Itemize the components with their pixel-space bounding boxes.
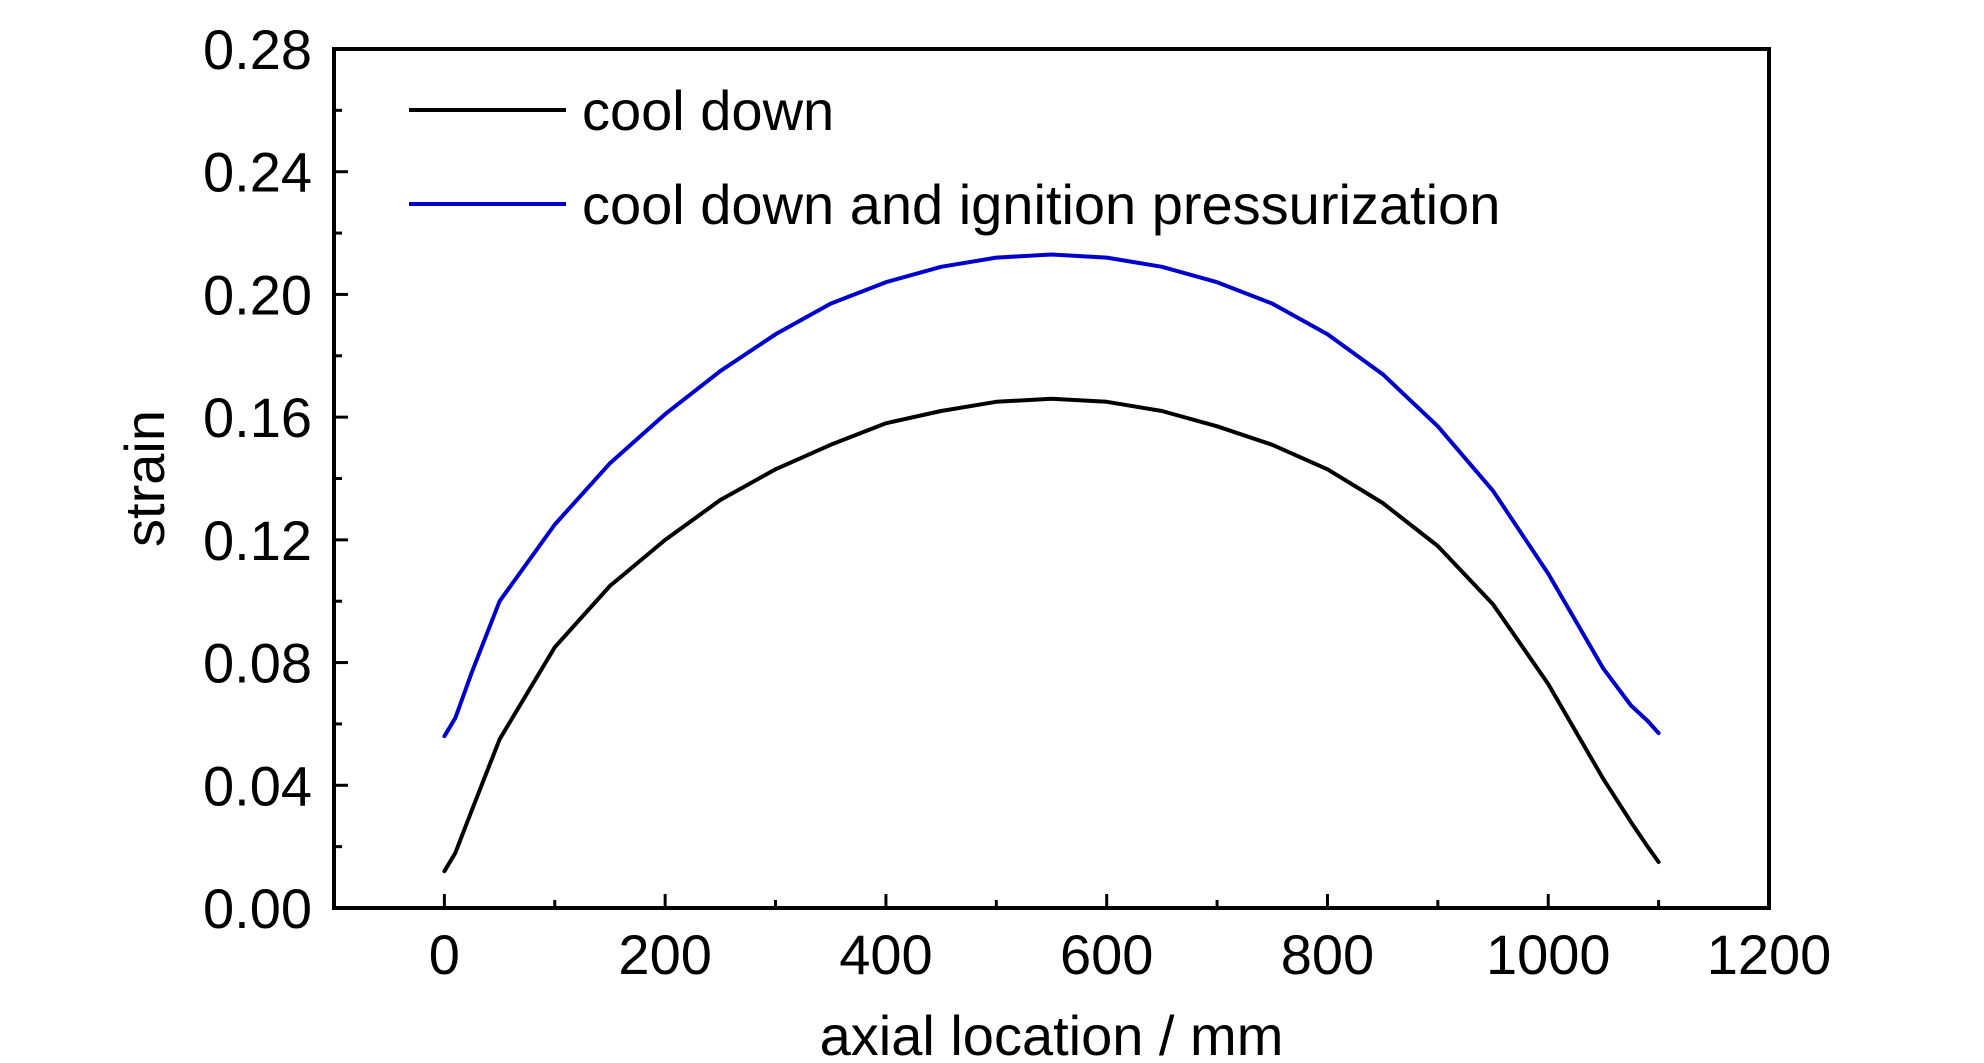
x-tick-label: 0 <box>429 923 460 986</box>
y-tick-label: 0.12 <box>203 509 312 572</box>
x-tick-label: 600 <box>1060 923 1153 986</box>
x-tick-label: 1000 <box>1486 923 1611 986</box>
y-axis-title: strain <box>113 410 176 547</box>
series-line-1 <box>442 396 1661 874</box>
legend-label-1: cool down <box>582 79 834 142</box>
legend-label-2: cool down and ignition pressurization <box>582 173 1500 236</box>
series-line-2 <box>442 252 1661 739</box>
y-tick-label: 0.28 <box>203 18 312 81</box>
x-tick-label: 400 <box>839 923 932 986</box>
legend: cool down cool down and ignition pressuri… <box>409 79 1500 236</box>
x-tick-label: 200 <box>618 923 711 986</box>
x-tick-label: 800 <box>1281 923 1374 986</box>
x-axis-title: axial location / mm <box>820 1004 1284 1063</box>
x-tick-label: 1200 <box>1707 923 1832 986</box>
axis-ticks: 0 200 400 600 800 1000 1200 0.00 0.04 0.08 0.12 0.1… <box>203 18 1831 986</box>
y-tick-label: 0.20 <box>203 263 312 326</box>
plot-area <box>442 252 1661 874</box>
y-tick-label: 0.16 <box>203 386 312 449</box>
y-tick-label: 0.24 <box>203 141 312 204</box>
y-tick-label: 0.00 <box>203 877 312 940</box>
y-tick-label: 0.08 <box>203 632 312 695</box>
y-tick-label: 0.04 <box>203 754 312 817</box>
